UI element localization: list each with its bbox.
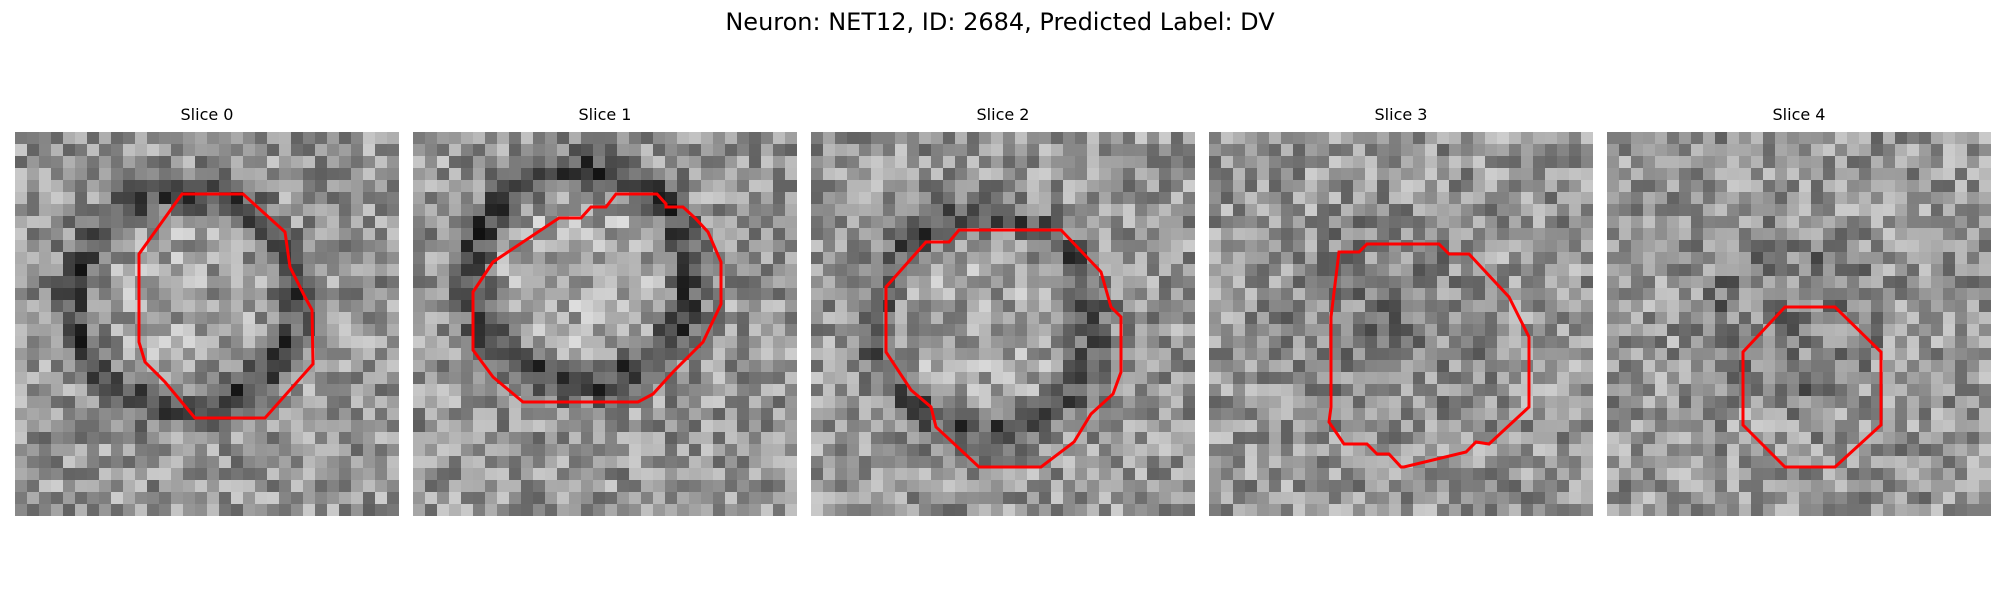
slice-image — [413, 132, 797, 516]
slice-title: Slice 3 — [1374, 105, 1428, 124]
roi-contour — [1327, 242, 1531, 469]
slice-image-frame — [1607, 132, 1991, 516]
roi-contour — [1741, 305, 1883, 469]
roi-contour-overlay — [137, 192, 315, 420]
slice-image-frame — [811, 132, 1195, 516]
slice-panel-4: Slice 4 — [1607, 104, 1991, 516]
roi-contour — [471, 192, 723, 404]
slice-title: Slice 1 — [578, 105, 632, 124]
slice-title: Slice 0 — [180, 105, 234, 124]
figure-title: Neuron: NET12, ID: 2684, Predicted Label… — [725, 8, 1275, 36]
slice-panel-2: Slice 2 — [811, 104, 1195, 516]
slice-image — [15, 132, 399, 516]
slice-title: Slice 2 — [976, 105, 1030, 124]
roi-contour — [884, 228, 1123, 469]
slice-panel-1: Slice 1 — [413, 104, 797, 516]
roi-contour-overlay — [884, 228, 1123, 469]
roi-contour — [137, 192, 315, 420]
slice-image-frame — [413, 132, 797, 516]
slice-image — [811, 132, 1195, 516]
slice-image — [1607, 132, 1991, 516]
roi-contour-overlay — [1327, 242, 1531, 469]
slice-panel-3: Slice 3 — [1209, 104, 1593, 516]
roi-contour-overlay — [471, 192, 723, 404]
slice-image — [1209, 132, 1593, 516]
slice-image-frame — [15, 132, 399, 516]
slice-image-frame — [1209, 132, 1593, 516]
roi-contour-overlay — [1741, 305, 1883, 469]
slice-title: Slice 4 — [1772, 105, 1826, 124]
slice-panel-0: Slice 0 — [15, 104, 399, 516]
